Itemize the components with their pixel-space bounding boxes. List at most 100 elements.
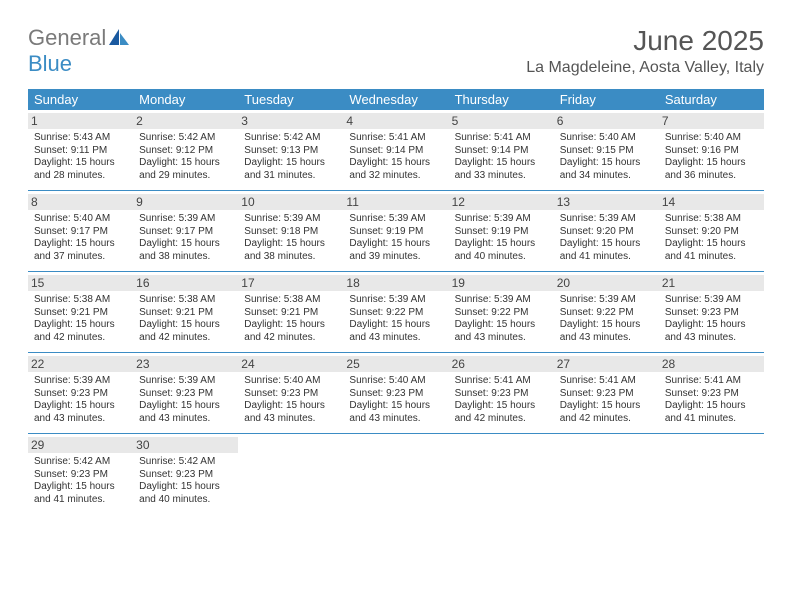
day-cell: 30 Sunrise: 5:42 AMSunset: 9:23 PMDayligh… [133, 434, 238, 514]
day-cell [449, 434, 554, 514]
weekday-cell: Sunday [28, 89, 133, 110]
day-info: Sunrise: 5:38 AMSunset: 9:21 PMDaylight:… [244, 294, 337, 344]
day-cell: 15Sunrise: 5:38 AMSunset: 9:21 PMDayligh… [28, 272, 133, 352]
date-number: 9 [133, 194, 238, 210]
date-number: 17 [238, 275, 343, 291]
calendar-page: General Blue June 2025 La Magdeleine, Ao… [0, 0, 792, 534]
day-info: Sunrise: 5:42 AMSunset: 9:13 PMDaylight:… [244, 132, 337, 182]
week-row: 22 Sunrise: 5:39 AMSunset: 9:23 PMDayligh… [28, 353, 764, 434]
day-info: Sunrise: 5:42 AMSunset: 9:23 PMDaylight:… [34, 456, 127, 506]
week-row: 15Sunrise: 5:38 AMSunset: 9:21 PMDayligh… [28, 272, 764, 353]
day-info: Sunrise: 5:41 AMSunset: 9:23 PMDaylight:… [560, 375, 653, 425]
weekday-cell: Saturday [659, 89, 764, 110]
date-number: 2 [133, 113, 238, 129]
day-cell: 12 Sunrise: 5:39 AMSunset: 9:19 PMDayligh… [449, 191, 554, 271]
date-number: 26 [449, 356, 554, 372]
day-cell: 29 Sunrise: 5:42 AMSunset: 9:23 PMDayligh… [28, 434, 133, 514]
day-info: Sunrise: 5:39 AMSunset: 9:22 PMDaylight:… [455, 294, 548, 344]
date-number: 25 [343, 356, 448, 372]
date-number: 16 [133, 275, 238, 291]
weekday-cell: Tuesday [238, 89, 343, 110]
date-number: 12 [449, 194, 554, 210]
day-cell: 7Sunrise: 5:40 AMSunset: 9:16 PMDaylight… [659, 110, 764, 190]
day-info: Sunrise: 5:40 AMSunset: 9:16 PMDaylight:… [665, 132, 758, 182]
day-cell: 28Sunrise: 5:41 AMSunset: 9:23 PMDayligh… [659, 353, 764, 433]
day-cell [238, 434, 343, 514]
week-row: 29 Sunrise: 5:42 AMSunset: 9:23 PMDayligh… [28, 434, 764, 514]
date-number: 30 [133, 437, 238, 453]
logo-text-1: General [28, 25, 106, 50]
day-cell [659, 434, 764, 514]
day-cell: 11 Sunrise: 5:39 AMSunset: 9:19 PMDayligh… [343, 191, 448, 271]
date-number: 3 [238, 113, 343, 129]
day-info: Sunrise: 5:39 AMSunset: 9:23 PMDaylight:… [139, 375, 232, 425]
weeks-container: 1Sunrise: 5:43 AMSunset: 9:11 PMDaylight… [28, 110, 764, 514]
day-cell [554, 434, 659, 514]
weekday-cell: Monday [133, 89, 238, 110]
date-number: 23 [133, 356, 238, 372]
date-number: 4 [343, 113, 448, 129]
day-info: Sunrise: 5:41 AMSunset: 9:14 PMDaylight:… [349, 132, 442, 182]
day-cell [343, 434, 448, 514]
weekday-cell: Thursday [449, 89, 554, 110]
weekday-cell: Wednesday [343, 89, 448, 110]
day-cell: 17 Sunrise: 5:38 AMSunset: 9:21 PMDayligh… [238, 272, 343, 352]
day-info: Sunrise: 5:39 AMSunset: 9:23 PMDaylight:… [34, 375, 127, 425]
day-info: Sunrise: 5:40 AMSunset: 9:15 PMDaylight:… [560, 132, 653, 182]
day-cell: 16 Sunrise: 5:38 AMSunset: 9:21 PMDayligh… [133, 272, 238, 352]
day-cell: 26 Sunrise: 5:41 AMSunset: 9:23 PMDayligh… [449, 353, 554, 433]
day-info: Sunrise: 5:40 AMSunset: 9:23 PMDaylight:… [244, 375, 337, 425]
date-number: 20 [554, 275, 659, 291]
logo-sail-icon [109, 29, 129, 45]
day-cell: 25 Sunrise: 5:40 AMSunset: 9:23 PMDayligh… [343, 353, 448, 433]
date-number: 11 [343, 194, 448, 210]
day-info: Sunrise: 5:39 AMSunset: 9:19 PMDaylight:… [455, 213, 548, 263]
date-number: 18 [343, 275, 448, 291]
date-number: 5 [449, 113, 554, 129]
day-cell: 24 Sunrise: 5:40 AMSunset: 9:23 PMDayligh… [238, 353, 343, 433]
day-info: Sunrise: 5:40 AMSunset: 9:23 PMDaylight:… [349, 375, 442, 425]
day-cell: 21 Sunrise: 5:39 AMSunset: 9:23 PMDayligh… [659, 272, 764, 352]
day-cell: 9 Sunrise: 5:39 AMSunset: 9:17 PMDaylight… [133, 191, 238, 271]
day-cell: 8 Sunrise: 5:40 AMSunset: 9:17 PMDaylight… [28, 191, 133, 271]
day-info: Sunrise: 5:39 AMSunset: 9:23 PMDaylight:… [665, 294, 758, 344]
day-info: Sunrise: 5:39 AMSunset: 9:18 PMDaylight:… [244, 213, 337, 263]
date-number: 28 [659, 356, 764, 372]
date-number: 24 [238, 356, 343, 372]
day-cell: 27 Sunrise: 5:41 AMSunset: 9:23 PMDayligh… [554, 353, 659, 433]
day-info: Sunrise: 5:39 AMSunset: 9:17 PMDaylight:… [139, 213, 232, 263]
day-cell: 19 Sunrise: 5:39 AMSunset: 9:22 PMDayligh… [449, 272, 554, 352]
date-number: 10 [238, 194, 343, 210]
day-cell: 20Sunrise: 5:39 AMSunset: 9:22 PMDayligh… [554, 272, 659, 352]
date-number: 13 [554, 194, 659, 210]
day-cell: 5Sunrise: 5:41 AMSunset: 9:14 PMDaylight… [449, 110, 554, 190]
logo: General Blue [28, 25, 129, 77]
day-info: Sunrise: 5:39 AMSunset: 9:19 PMDaylight:… [349, 213, 442, 263]
date-number: 21 [659, 275, 764, 291]
day-cell: 6 Sunrise: 5:40 AMSunset: 9:15 PMDaylight… [554, 110, 659, 190]
day-cell: 14Sunrise: 5:38 AMSunset: 9:20 PMDayligh… [659, 191, 764, 271]
header: General Blue June 2025 La Magdeleine, Ao… [28, 25, 764, 77]
week-row: 8 Sunrise: 5:40 AMSunset: 9:17 PMDaylight… [28, 191, 764, 272]
day-info: Sunrise: 5:38 AMSunset: 9:20 PMDaylight:… [665, 213, 758, 263]
weekday-header: SundayMondayTuesdayWednesdayThursdayFrid… [28, 89, 764, 110]
date-number: 19 [449, 275, 554, 291]
day-info: Sunrise: 5:39 AMSunset: 9:20 PMDaylight:… [560, 213, 653, 263]
day-info: Sunrise: 5:38 AMSunset: 9:21 PMDaylight:… [139, 294, 232, 344]
day-info: Sunrise: 5:43 AMSunset: 9:11 PMDaylight:… [34, 132, 127, 182]
date-number: 27 [554, 356, 659, 372]
day-cell: 3 Sunrise: 5:42 AMSunset: 9:13 PMDaylight… [238, 110, 343, 190]
date-number: 29 [28, 437, 133, 453]
calendar-grid: SundayMondayTuesdayWednesdayThursdayFrid… [28, 89, 764, 514]
day-info: Sunrise: 5:42 AMSunset: 9:23 PMDaylight:… [139, 456, 232, 506]
weekday-cell: Friday [554, 89, 659, 110]
day-cell: 23 Sunrise: 5:39 AMSunset: 9:23 PMDayligh… [133, 353, 238, 433]
day-info: Sunrise: 5:40 AMSunset: 9:17 PMDaylight:… [34, 213, 127, 263]
day-cell: 22 Sunrise: 5:39 AMSunset: 9:23 PMDayligh… [28, 353, 133, 433]
date-number: 22 [28, 356, 133, 372]
day-cell: 1Sunrise: 5:43 AMSunset: 9:11 PMDaylight… [28, 110, 133, 190]
day-info: Sunrise: 5:41 AMSunset: 9:23 PMDaylight:… [455, 375, 548, 425]
date-number: 6 [554, 113, 659, 129]
week-row: 1Sunrise: 5:43 AMSunset: 9:11 PMDaylight… [28, 110, 764, 191]
date-number: 8 [28, 194, 133, 210]
